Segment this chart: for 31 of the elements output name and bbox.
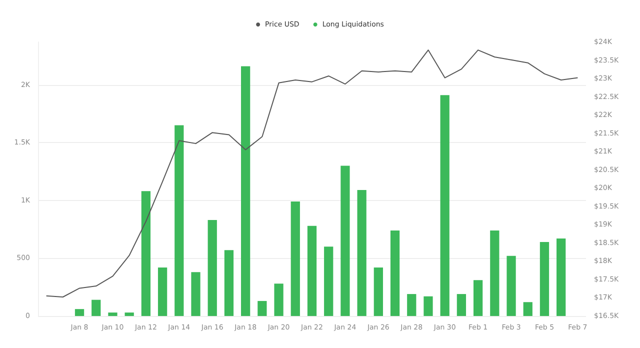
bar xyxy=(241,66,250,316)
bar xyxy=(191,272,200,316)
bar xyxy=(208,220,217,316)
bar xyxy=(108,312,118,316)
bar xyxy=(374,267,383,316)
bar xyxy=(340,166,350,316)
line-series xyxy=(46,50,578,298)
bar xyxy=(307,226,317,316)
bar xyxy=(456,294,466,316)
bar xyxy=(440,95,450,316)
bar xyxy=(424,296,433,316)
bar xyxy=(490,230,500,316)
bar xyxy=(506,256,516,316)
bar xyxy=(258,300,267,316)
bar xyxy=(141,191,151,316)
bar xyxy=(224,250,234,316)
bar xyxy=(174,125,184,316)
bar xyxy=(74,309,84,316)
bar xyxy=(523,302,532,316)
bar xyxy=(390,230,400,316)
bar xyxy=(290,202,300,316)
bar xyxy=(357,190,366,316)
bar xyxy=(324,246,334,316)
bar xyxy=(124,312,134,316)
bar xyxy=(473,280,483,316)
bar xyxy=(556,238,566,316)
bar xyxy=(92,300,101,316)
bar xyxy=(407,294,416,316)
bar xyxy=(274,284,284,316)
bar xyxy=(158,267,168,316)
bar xyxy=(540,242,550,316)
